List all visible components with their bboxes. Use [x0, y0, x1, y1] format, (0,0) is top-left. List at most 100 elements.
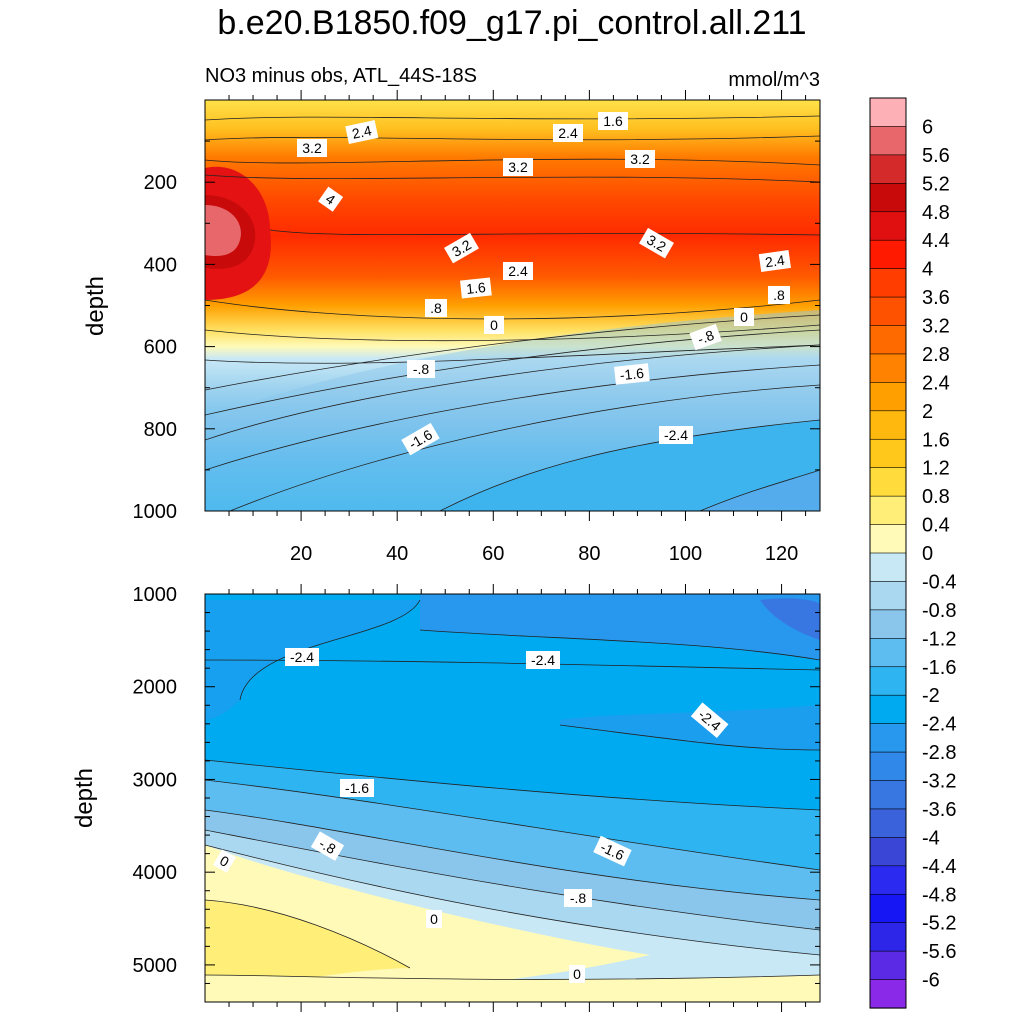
colorbar-swatch: [869, 126, 907, 156]
upper-y-tick-label: 1000: [133, 501, 178, 523]
upper-contour-label: 3.2: [508, 159, 528, 175]
colorbar-swatch: [869, 865, 907, 895]
colorbar-swatch: [869, 780, 907, 810]
colorbar-swatch: [869, 183, 907, 213]
colorbar-swatch: [869, 666, 907, 696]
colorbar-frame: [869, 97, 907, 1009]
colorbar-swatch: [869, 154, 907, 184]
upper-contour-label: .8: [430, 300, 442, 316]
upper-x-tick-label: 100: [669, 543, 702, 565]
lower-yellow-core: [205, 900, 410, 990]
lower-y-tick-label: 2000: [133, 677, 178, 699]
lower-y-tick-label: 5000: [133, 955, 178, 977]
colorbar-swatch: [869, 239, 907, 270]
upper-x-tick-label: 120: [765, 543, 798, 565]
colorbar-swatch: [869, 638, 907, 668]
upper-y-tick-label: 200: [144, 172, 177, 194]
upper-contour-label: -2.4: [664, 427, 688, 443]
upper-contour-label: 3.2: [302, 140, 322, 156]
colorbar-level-label: 2: [922, 401, 933, 423]
colorbar-level-label: 4: [922, 259, 933, 281]
colorbar-level-label: 5.6: [922, 145, 950, 167]
colorbar-swatch: [869, 808, 907, 838]
colorbar-level-label: 1.6: [922, 429, 950, 451]
upper-contour-label: 2.4: [764, 252, 786, 271]
colorbar-swatch: [869, 581, 907, 611]
upper-x-tick-label: 80: [578, 543, 600, 565]
lower-contour-label: -.8: [570, 890, 587, 906]
upper-contour-label: -.8: [413, 361, 430, 377]
colorbar-level-label: -3.6: [922, 799, 956, 821]
lower-y-axis-label: depth: [71, 768, 98, 828]
colorbar-swatch: [869, 950, 907, 981]
upper-x-tick-label: 60: [482, 543, 504, 565]
colorbar-swatch: [869, 97, 907, 128]
colorbar-level-label: 2.4: [922, 372, 950, 394]
colorbar-swatch: [869, 979, 907, 1009]
colorbar-level-label: 3.2: [922, 316, 950, 338]
colorbar-swatch: [869, 382, 907, 412]
upper-contour-label: 1.6: [465, 279, 486, 297]
upper-contour-label: 0: [490, 317, 498, 333]
colorbar-swatch: [869, 410, 907, 440]
colorbar-level-label: -2.8: [922, 742, 956, 764]
colorbar-level-label: 0.4: [922, 515, 950, 537]
colorbar-swatch: [869, 495, 907, 526]
colorbar-swatch: [869, 723, 907, 753]
colorbar-level-label: -4.4: [922, 856, 956, 878]
lower-darkest-patch: [760, 598, 820, 640]
colorbar-level-label: 0: [922, 543, 933, 565]
lower-y-tick-label: 3000: [133, 769, 178, 791]
colorbar: 6 5.6 5.2 4.8 4.4 4 3.6 3.2 2.8 2.4 2 1.6 1.2 0.8 0.4 0…: [869, 97, 956, 1009]
lower-y-axis: 1000 2000 3000 4000 5000: [133, 584, 820, 1003]
colorbar-level-label: -4.8: [922, 884, 956, 906]
colorbar-level-label: -3.2: [922, 771, 956, 793]
colorbar-level-label: -5.2: [922, 913, 956, 935]
colorbar-level-label: 2.8: [922, 344, 950, 366]
colorbar-level-label: -6: [922, 970, 940, 992]
colorbar-swatch: [869, 353, 907, 383]
colorbar-level-label: 4.4: [922, 230, 950, 252]
lower-contour-panel: -2.4 -2.4 -2.4 -1.6 -.8 -1.6 0 0 -.8 0 1…: [71, 584, 821, 1012]
colorbar-level-label: -2.4: [922, 714, 956, 736]
colorbar-level-label: 5.2: [922, 173, 950, 195]
colorbar-swatch: [869, 694, 907, 725]
colorbar-swatch: [869, 837, 907, 867]
upper-y-tick-label: 600: [144, 337, 177, 359]
colorbar-swatch: [869, 268, 907, 298]
lower-contour-label: -1.6: [345, 780, 369, 796]
colorbar-level-label: -1.2: [922, 628, 956, 650]
upper-contour-label: -.8: [695, 327, 716, 348]
lower-contour-label: -.8: [316, 835, 338, 857]
lower-dark-band: [420, 594, 820, 660]
lower-contour-label: -2.4: [290, 649, 314, 665]
upper-y-axis-label: depth: [82, 276, 109, 336]
upper-contour-label: 1.6: [603, 113, 623, 129]
upper-contour-label: 2.4: [508, 263, 528, 279]
upper-x-axis: 20 40 60 80 100 120: [228, 90, 807, 565]
upper-x-tick-label: 40: [386, 543, 408, 565]
colorbar-swatch: [869, 325, 907, 355]
upper-contour-label: 3.2: [630, 151, 650, 167]
colorbar-level-label: -1.6: [922, 657, 956, 679]
upper-mid-blue-slope: [205, 310, 820, 511]
lower-y-tick-label: 1000: [133, 584, 178, 606]
upper-y-tick-label: 800: [144, 419, 177, 441]
upper-contour-label: 0: [740, 309, 748, 325]
lower-contour-label-group: -2.4 -2.4 -2.4 -1.6 -.8 -1.6 0 0 -.8 0: [213, 648, 729, 983]
colorbar-swatch: [869, 751, 907, 782]
upper-deeper-blue-region: [700, 470, 820, 511]
colorbar-swatch: [869, 296, 907, 327]
colorbar-level-label: -4: [922, 827, 940, 849]
lower-bottom-yellow: [205, 975, 820, 1002]
colorbar-level-label: 0.8: [922, 486, 950, 508]
lower-contour-label: 0: [573, 966, 581, 982]
colorbar-level-label: -5.6: [922, 941, 956, 963]
upper-contour-label-group: 2.4 1.6 3.2 2.4 3.2 3.2 4 3.2 3.2 2.4 2.…: [297, 112, 791, 456]
colorbar-level-label: 1.2: [922, 458, 950, 480]
upper-hot-core-peak: [205, 205, 241, 257]
upper-deep-blue-region: [440, 420, 820, 511]
colorbar-level-label: -0.8: [922, 600, 956, 622]
lower-contour-label: -2.4: [531, 652, 555, 668]
